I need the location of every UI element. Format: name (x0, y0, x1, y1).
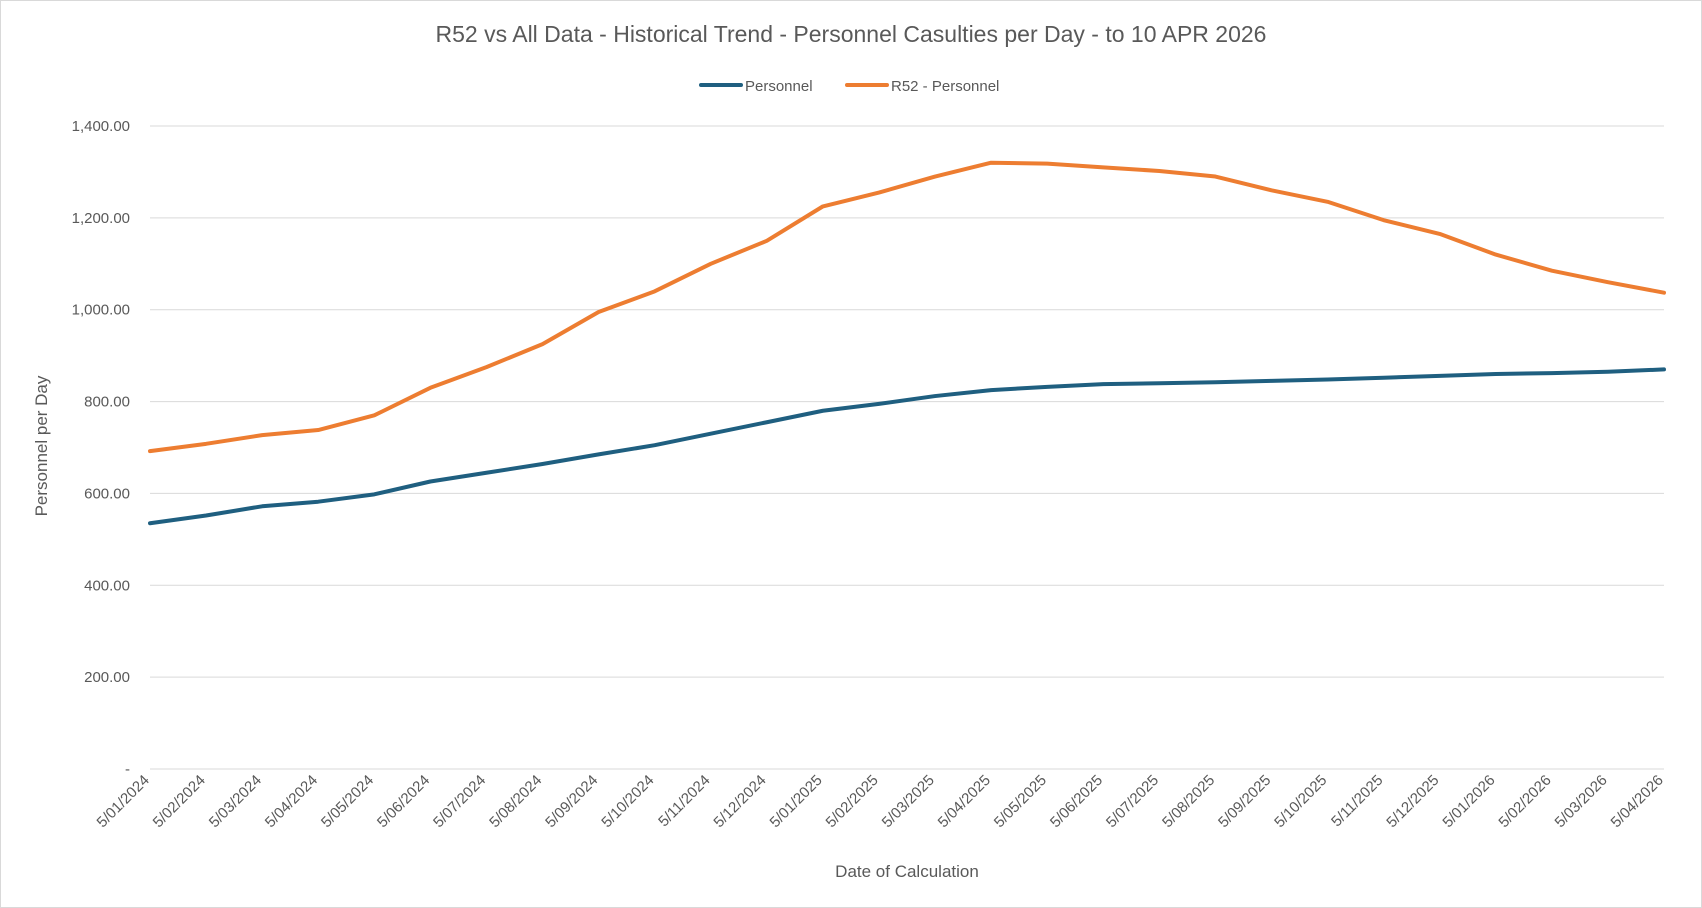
x-tick-label: 5/12/2024 (710, 772, 769, 831)
x-tick-label: 5/01/2024 (94, 772, 153, 831)
x-tick-label: 5/04/2024 (262, 772, 321, 831)
gridlines (150, 125, 1664, 770)
x-tick-label: 5/08/2025 (1159, 772, 1218, 831)
x-tick-label: 5/03/2026 (1552, 772, 1611, 831)
x-tick-label: 5/07/2024 (430, 772, 489, 831)
x-tick-label: 5/09/2025 (1215, 772, 1274, 831)
legend-label-personnel: Personnel (745, 78, 813, 95)
x-tick-label: 5/10/2024 (598, 772, 657, 831)
x-tick-label: 5/12/2025 (1383, 772, 1442, 831)
legend-label-r52-personnel: R52 - Personnel (891, 78, 999, 95)
chart-title: R52 vs All Data - Historical Trend - Per… (436, 21, 1267, 47)
series-line-personnel (148, 367, 1666, 526)
x-tick-label: 5/05/2025 (991, 772, 1050, 831)
x-tick-label: 5/10/2025 (1271, 772, 1330, 831)
x-tick-label: 5/06/2024 (374, 772, 433, 831)
x-tick-label: 5/01/2025 (767, 772, 826, 831)
y-tick-label: - (125, 761, 130, 778)
x-axis-tick-labels: 5/01/20245/02/20245/03/20245/04/20245/05… (94, 772, 1667, 831)
x-tick-label: 5/02/2025 (823, 772, 882, 831)
y-tick-label: 1,200.00 (72, 210, 130, 227)
y-tick-label: 800.00 (84, 394, 130, 411)
y-tick-label: 600.00 (84, 485, 130, 502)
x-tick-label: 5/08/2024 (486, 772, 545, 831)
x-tick-label: 5/04/2025 (935, 772, 994, 831)
legend: Personnel R52 - Personnel (699, 78, 999, 95)
x-tick-label: 5/07/2025 (1103, 772, 1162, 831)
y-tick-label: 400.00 (84, 577, 130, 594)
x-tick-label: 5/03/2025 (879, 772, 938, 831)
x-tick-label: 5/11/2025 (1328, 772, 1386, 830)
x-tick-label: 5/11/2024 (655, 772, 713, 830)
y-axis-tick-labels: - 200.00 400.00 600.00 800.00 1,000.00 1,200.0… (72, 118, 130, 778)
x-tick-label: 5/04/2026 (1608, 772, 1667, 831)
x-tick-label: 5/06/2025 (1047, 772, 1106, 831)
x-tick-label: 5/05/2024 (318, 772, 377, 831)
x-tick-label: 5/09/2024 (542, 772, 601, 831)
y-axis-title: Personnel per Day (32, 375, 51, 516)
x-tick-label: 5/01/2026 (1439, 772, 1498, 831)
y-tick-label: 1,400.00 (72, 118, 130, 135)
y-tick-label: 1,000.00 (72, 302, 130, 319)
x-axis-title: Date of Calculation (835, 862, 979, 881)
series-lines (148, 160, 1666, 526)
x-tick-label: 5/02/2024 (150, 772, 209, 831)
y-tick-label: 200.00 (84, 669, 130, 686)
x-tick-label: 5/03/2024 (206, 772, 265, 831)
x-tick-label: 5/02/2026 (1495, 772, 1554, 831)
series-line-r52-personnel (148, 160, 1666, 454)
